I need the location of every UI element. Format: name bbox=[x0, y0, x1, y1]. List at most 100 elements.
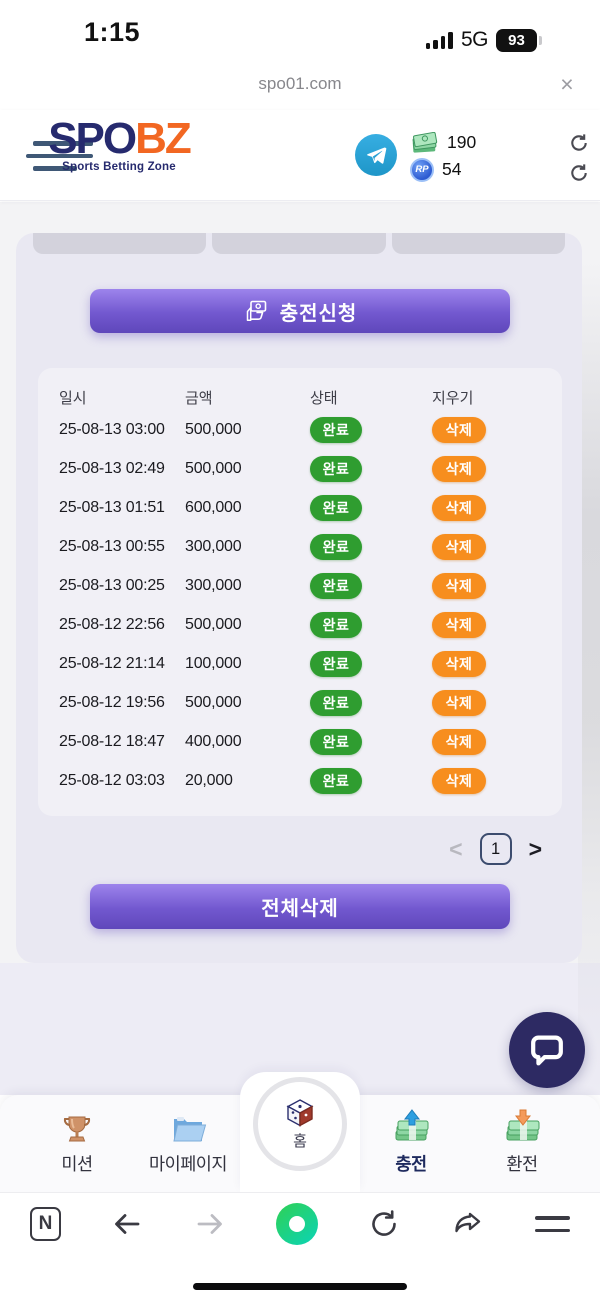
row-datetime: 25-08-12 19:56 bbox=[59, 693, 165, 711]
browser-url-bar: spo01.com × bbox=[0, 60, 600, 110]
page-body: 충전신청 일시 금액 상태 지우기 25-08-13 03:00 500,000… bbox=[0, 202, 600, 1102]
logo-tagline: Sports Betting Zone bbox=[62, 161, 176, 174]
battery-nub bbox=[539, 35, 542, 45]
balances: 190 RP 54 bbox=[410, 129, 476, 183]
tab-2[interactable] bbox=[212, 233, 386, 254]
delete-row-button[interactable]: 삭제 bbox=[432, 650, 486, 677]
status-badge: 완료 bbox=[310, 533, 362, 560]
close-icon[interactable]: × bbox=[552, 69, 582, 99]
background-watermark bbox=[578, 262, 600, 1102]
page-number-button[interactable]: 1 bbox=[479, 833, 512, 865]
naver-app-button[interactable]: N bbox=[30, 1207, 61, 1241]
row-datetime: 25-08-13 02:49 bbox=[59, 459, 165, 477]
rp-balance-row: RP 54 bbox=[410, 156, 476, 183]
table-row: 25-08-12 21:14 100,000 완료 삭제 bbox=[38, 644, 562, 683]
status-badge: 완료 bbox=[310, 728, 362, 755]
refresh-cash-icon[interactable] bbox=[569, 133, 589, 153]
next-page-icon[interactable]: > bbox=[528, 835, 542, 862]
hamburger-menu-icon[interactable] bbox=[26, 141, 96, 171]
delete-all-label: 전체삭제 bbox=[261, 898, 339, 920]
row-datetime: 25-08-13 01:51 bbox=[59, 498, 165, 516]
row-datetime: 25-08-13 00:25 bbox=[59, 576, 165, 594]
table-row: 25-08-13 02:49 500,000 완료 삭제 bbox=[38, 449, 562, 488]
site-header: SPOBZ Sports Betting Zone 190 RP 54 bbox=[0, 110, 600, 201]
reload-icon[interactable] bbox=[368, 1208, 400, 1240]
delete-row-button[interactable]: 삭제 bbox=[432, 494, 486, 521]
table-row: 25-08-12 18:47 400,000 완료 삭제 bbox=[38, 722, 562, 761]
deposit-request-label: 충전신청 bbox=[279, 302, 358, 325]
deposit-request-button[interactable]: 충전신청 bbox=[90, 289, 510, 333]
deposit-panel: 충전신청 일시 금액 상태 지우기 25-08-13 03:00 500,000… bbox=[16, 233, 582, 963]
nav-item-exchange[interactable]: 환전 bbox=[474, 1107, 570, 1176]
home-circle: 홈 bbox=[253, 1077, 347, 1171]
row-amount: 500,000 bbox=[185, 459, 242, 477]
col-delete: 지우기 bbox=[432, 389, 474, 407]
telegram-icon bbox=[366, 146, 386, 164]
row-datetime: 25-08-12 21:14 bbox=[59, 654, 165, 672]
money-down-arrow-icon bbox=[474, 1107, 570, 1147]
status-badge: 완료 bbox=[310, 689, 362, 716]
tab-3[interactable] bbox=[391, 233, 565, 254]
chat-fab-button[interactable] bbox=[509, 1012, 585, 1088]
nav-label-mission: 미션 bbox=[61, 1154, 93, 1174]
table-row: 25-08-12 03:03 20,000 완료 삭제 bbox=[38, 761, 562, 800]
cash-icon bbox=[412, 131, 438, 153]
status-badge: 완료 bbox=[310, 416, 362, 443]
status-badge: 완료 bbox=[310, 455, 362, 482]
prev-page-icon: < bbox=[449, 835, 463, 862]
cash-balance-value: 190 bbox=[447, 132, 477, 152]
status-bar: 1:15 5G 93 bbox=[0, 0, 600, 60]
nav-label-mypage: 마이페이지 bbox=[149, 1154, 228, 1174]
delete-row-button[interactable]: 삭제 bbox=[432, 611, 486, 638]
telegram-button[interactable] bbox=[355, 134, 397, 176]
tabs-row bbox=[33, 233, 565, 263]
delete-row-button[interactable]: 삭제 bbox=[432, 416, 486, 443]
browser-toolbar: N bbox=[0, 1192, 600, 1300]
naver-home-icon[interactable] bbox=[275, 1203, 318, 1245]
row-datetime: 25-08-12 03:03 bbox=[59, 771, 165, 789]
trophy-icon bbox=[29, 1107, 125, 1147]
folder-icon bbox=[140, 1107, 236, 1147]
nav-item-mypage[interactable]: 마이페이지 bbox=[140, 1107, 236, 1176]
logo[interactable]: SPOBZ Sports Betting Zone bbox=[44, 115, 194, 174]
network-type: 5G bbox=[460, 28, 489, 51]
share-icon[interactable] bbox=[451, 1207, 485, 1241]
url-text[interactable]: spo01.com bbox=[258, 74, 342, 93]
delete-row-button[interactable]: 삭제 bbox=[432, 533, 486, 560]
row-amount: 20,000 bbox=[185, 771, 233, 789]
forward-icon bbox=[194, 1208, 226, 1240]
toolbar-menu-icon[interactable] bbox=[534, 1216, 570, 1232]
row-amount: 100,000 bbox=[185, 654, 242, 672]
pagination: < 1 > bbox=[449, 833, 542, 865]
row-datetime: 25-08-13 03:00 bbox=[59, 420, 165, 438]
status-badge: 완료 bbox=[310, 572, 362, 599]
delete-row-button[interactable]: 삭제 bbox=[432, 767, 486, 794]
table-row: 25-08-12 22:56 500,000 완료 삭제 bbox=[38, 605, 562, 644]
col-amount: 금액 bbox=[185, 389, 213, 407]
delete-row-button[interactable]: 삭제 bbox=[432, 572, 486, 599]
bottom-nav: 미션 마이페이지 홈 bbox=[0, 1072, 600, 1192]
back-icon[interactable] bbox=[111, 1208, 143, 1240]
chat-bubble-icon bbox=[531, 1035, 563, 1066]
table-row: 25-08-13 00:55 300,000 완료 삭제 bbox=[38, 527, 562, 566]
row-amount: 500,000 bbox=[185, 693, 242, 711]
tab-1[interactable] bbox=[33, 233, 207, 254]
status-badge: 완료 bbox=[310, 611, 362, 638]
table-row: 25-08-13 03:00 500,000 완료 삭제 bbox=[38, 410, 562, 449]
row-datetime: 25-08-12 22:56 bbox=[59, 615, 165, 633]
nav-item-mission[interactable]: 미션 bbox=[29, 1107, 125, 1176]
delete-row-button[interactable]: 삭제 bbox=[432, 455, 486, 482]
status-icons: 5G 93 bbox=[425, 28, 542, 52]
nav-item-home[interactable]: 홈 bbox=[240, 1072, 360, 1192]
cash-balance-row: 190 bbox=[410, 129, 476, 156]
nav-item-charge[interactable]: 충전 bbox=[363, 1107, 459, 1176]
delete-all-button[interactable]: 전체삭제 bbox=[90, 884, 510, 929]
home-indicator[interactable] bbox=[193, 1283, 407, 1290]
nav-label-exchange: 환전 bbox=[506, 1154, 538, 1174]
refresh-rp-icon[interactable] bbox=[569, 163, 589, 183]
status-badge: 완료 bbox=[310, 767, 362, 794]
row-amount: 600,000 bbox=[185, 498, 242, 516]
table-row: 25-08-13 01:51 600,000 완료 삭제 bbox=[38, 488, 562, 527]
delete-row-button[interactable]: 삭제 bbox=[432, 728, 486, 755]
delete-row-button[interactable]: 삭제 bbox=[432, 689, 486, 716]
